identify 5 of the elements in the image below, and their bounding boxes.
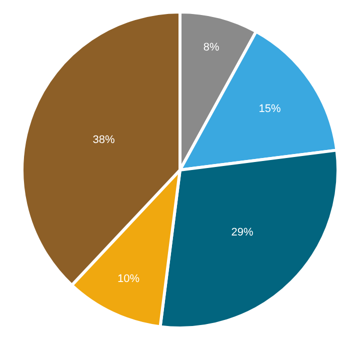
data-label: 38% xyxy=(92,134,115,146)
data-label: 8% xyxy=(203,41,220,54)
data-label: 15% xyxy=(258,102,281,115)
data-label: 10% xyxy=(117,273,140,286)
data-label: 29% xyxy=(231,226,254,238)
